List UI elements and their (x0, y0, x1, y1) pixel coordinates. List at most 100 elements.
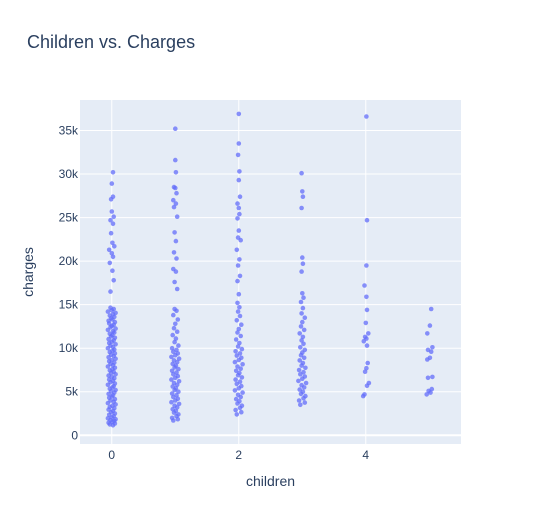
data-point (239, 375, 245, 380)
data-point (172, 230, 177, 235)
data-point (237, 273, 243, 279)
data-point (298, 299, 304, 305)
data-point (239, 322, 244, 328)
data-point (170, 361, 175, 367)
data-point (235, 201, 240, 206)
data-point (298, 345, 303, 350)
data-point (176, 401, 182, 407)
data-point (301, 355, 307, 361)
data-point (235, 344, 241, 349)
data-point (173, 170, 179, 175)
data-point (298, 402, 303, 408)
data-point (238, 366, 243, 372)
data-point (173, 336, 179, 341)
data-point (425, 331, 430, 336)
data-point (364, 217, 370, 223)
data-point (235, 278, 240, 284)
data-point (232, 359, 238, 365)
data-point (237, 399, 242, 404)
data-point (363, 320, 369, 326)
data-point (109, 357, 115, 363)
data-point (176, 356, 182, 362)
y-tick-label: 10k (59, 341, 79, 355)
data-point (113, 342, 118, 347)
data-point (108, 230, 114, 236)
data-point (171, 204, 177, 210)
data-point (171, 250, 177, 255)
data-point (362, 283, 367, 288)
data-point (111, 278, 116, 283)
data-point (169, 368, 175, 374)
data-point (300, 334, 306, 340)
data-point (429, 386, 435, 392)
data-point (109, 251, 115, 256)
data-point (365, 360, 371, 366)
data-point (235, 392, 241, 398)
data-point (299, 338, 304, 343)
data-point (425, 375, 431, 381)
data-point (171, 358, 177, 363)
data-point (233, 368, 239, 374)
data-point (169, 415, 175, 421)
data-point (239, 355, 244, 361)
data-point (302, 374, 308, 379)
data-point (174, 329, 180, 335)
data-point (113, 326, 118, 331)
data-point (113, 310, 118, 316)
data-point (299, 311, 304, 316)
data-point (300, 319, 305, 325)
data-points (105, 111, 435, 428)
plot-background (80, 100, 461, 444)
data-point (110, 221, 116, 226)
data-point (173, 201, 179, 206)
data-point (237, 194, 243, 199)
data-point (175, 396, 181, 402)
data-point (174, 392, 179, 398)
data-point (297, 331, 303, 336)
tick-labels: 0 5k 10k 15k 20k 25k 30k 35k 0 2 4 (59, 123, 370, 462)
data-point (170, 384, 175, 389)
data-point (237, 340, 242, 346)
data-point (235, 216, 240, 221)
data-point (233, 396, 239, 402)
data-point (174, 370, 179, 375)
data-point (301, 341, 306, 347)
data-point (108, 305, 113, 311)
data-point (233, 349, 238, 354)
data-point (237, 257, 242, 262)
data-point (296, 378, 301, 384)
data-point (240, 362, 245, 367)
data-point (301, 295, 306, 301)
data-point (171, 197, 176, 203)
data-point (171, 325, 177, 331)
data-point (235, 263, 241, 268)
x-tick-label: 4 (362, 448, 369, 462)
data-point (239, 383, 244, 389)
data-point (300, 255, 305, 260)
data-point (170, 332, 175, 338)
data-point (427, 323, 433, 328)
data-point (169, 399, 174, 405)
data-point (236, 326, 242, 332)
data-point (299, 382, 304, 388)
data-point (175, 351, 181, 356)
data-point (233, 407, 238, 413)
data-point (173, 157, 178, 163)
data-point (176, 343, 181, 348)
data-point (236, 141, 242, 146)
data-point (236, 205, 242, 211)
data-point (110, 170, 116, 175)
data-point (235, 330, 240, 335)
data-point (111, 214, 116, 219)
data-point (169, 345, 175, 351)
data-point (298, 324, 304, 329)
data-point (110, 268, 115, 274)
data-point (428, 306, 434, 312)
data-point (303, 393, 308, 399)
data-point (172, 306, 177, 312)
data-point (236, 111, 242, 117)
data-point (171, 312, 176, 318)
data-point (237, 351, 243, 356)
data-point (232, 388, 238, 393)
data-point (176, 412, 181, 417)
